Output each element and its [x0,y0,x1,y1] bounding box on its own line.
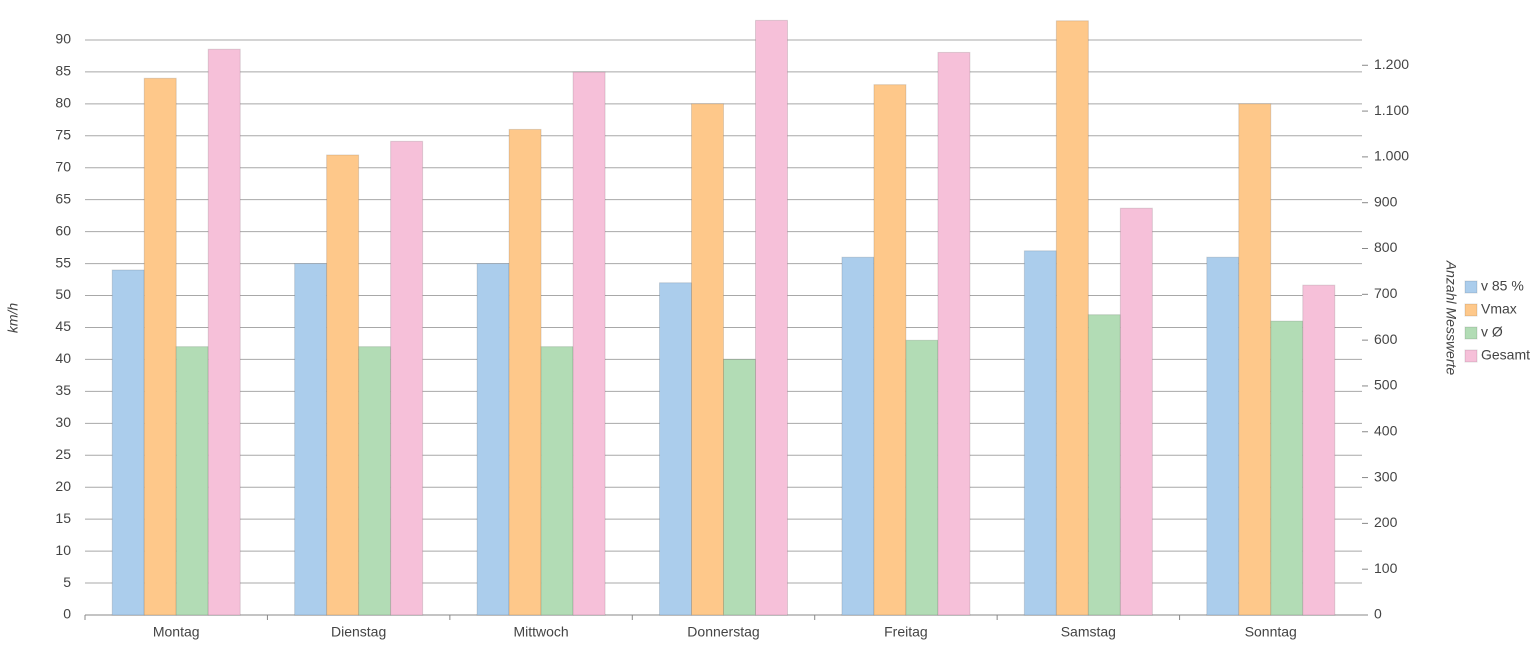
legend-label: v Ø [1481,324,1503,340]
legend-swatch [1464,303,1478,317]
y-tick-label: 60 [55,222,71,238]
bar [937,51,971,616]
bar [326,154,360,616]
y-tick-label: 20 [55,478,71,494]
bar [723,358,756,616]
bar [1206,256,1240,616]
bar [905,339,939,616]
y2-tick-label: 1.000 [1374,148,1409,164]
bar [508,128,542,616]
x-tick-label: Sonntag [1245,624,1297,640]
bar [1023,250,1057,616]
bar [358,346,392,616]
legend-label: Vmax [1481,301,1517,317]
bar [111,269,145,616]
y-tick-label: 80 [55,95,71,111]
y-tick-label: 0 [63,606,71,622]
bar [143,77,177,616]
x-tick-label: Samstag [1061,624,1116,640]
y-tick-label: 40 [55,350,71,366]
bar [755,19,788,616]
bar [207,48,241,616]
bar [1087,314,1121,616]
y2-tick-label: 1.200 [1374,56,1409,72]
legend-swatch [1464,280,1478,294]
x-tick-label: Freitag [884,624,928,640]
bar [294,263,328,616]
bar [1119,207,1153,616]
y-tick-label: 10 [55,542,71,558]
x-tick-label: Mittwoch [513,624,568,640]
y-tick-label: 65 [55,190,71,206]
x-tick-label: Donnerstag [687,624,759,640]
y2-tick-label: 300 [1374,468,1398,484]
y-tick-label: 90 [55,31,71,47]
y2-tick-label: 0 [1374,606,1382,622]
x-tick-label: Dienstag [331,624,386,640]
y-tick-label: 30 [55,414,71,430]
y2-tick-label: 100 [1374,560,1398,576]
bar [659,282,692,616]
x-tick-label: Montag [153,624,200,640]
y-tick-label: 35 [55,382,71,398]
bar [390,140,424,616]
y2-tick-label: 600 [1374,331,1398,347]
y2-tick-label: 200 [1374,514,1398,530]
y2-tick-label: 400 [1374,422,1398,438]
y2-tick-label: 700 [1374,285,1398,301]
y2-tick-label: 1.100 [1374,102,1409,118]
bar [1302,284,1336,616]
y-tick-label: 15 [55,510,71,526]
y-tick-label: 50 [55,286,71,302]
y2-tick-label: 500 [1374,377,1398,393]
bar [1055,20,1089,616]
y2-tick-label: 800 [1374,239,1398,255]
bar [691,103,724,616]
bar [841,256,875,616]
y-tick-label: 55 [55,254,71,270]
bar [540,346,574,616]
legend-label: Gesamt [1481,347,1530,363]
y-tick-label: 25 [55,446,71,462]
y2-axis-label: Anzahl Messwerte [1443,260,1459,376]
bar [873,84,907,616]
legend-swatch [1464,349,1478,363]
legend-label: v 85 % [1481,278,1524,294]
legend-swatch [1464,326,1478,340]
bar [175,346,209,616]
y-tick-label: 5 [63,574,71,590]
y2-tick-label: 900 [1374,193,1398,209]
bar [1270,320,1304,616]
bar [572,71,606,616]
y-tick-label: 45 [55,318,71,334]
bar [1238,103,1272,616]
y-tick-label: 75 [55,126,71,142]
bar [476,263,510,616]
y-tick-label: 70 [55,158,71,174]
y-tick-label: 85 [55,63,71,79]
y-axis-label: km/h [5,303,21,334]
